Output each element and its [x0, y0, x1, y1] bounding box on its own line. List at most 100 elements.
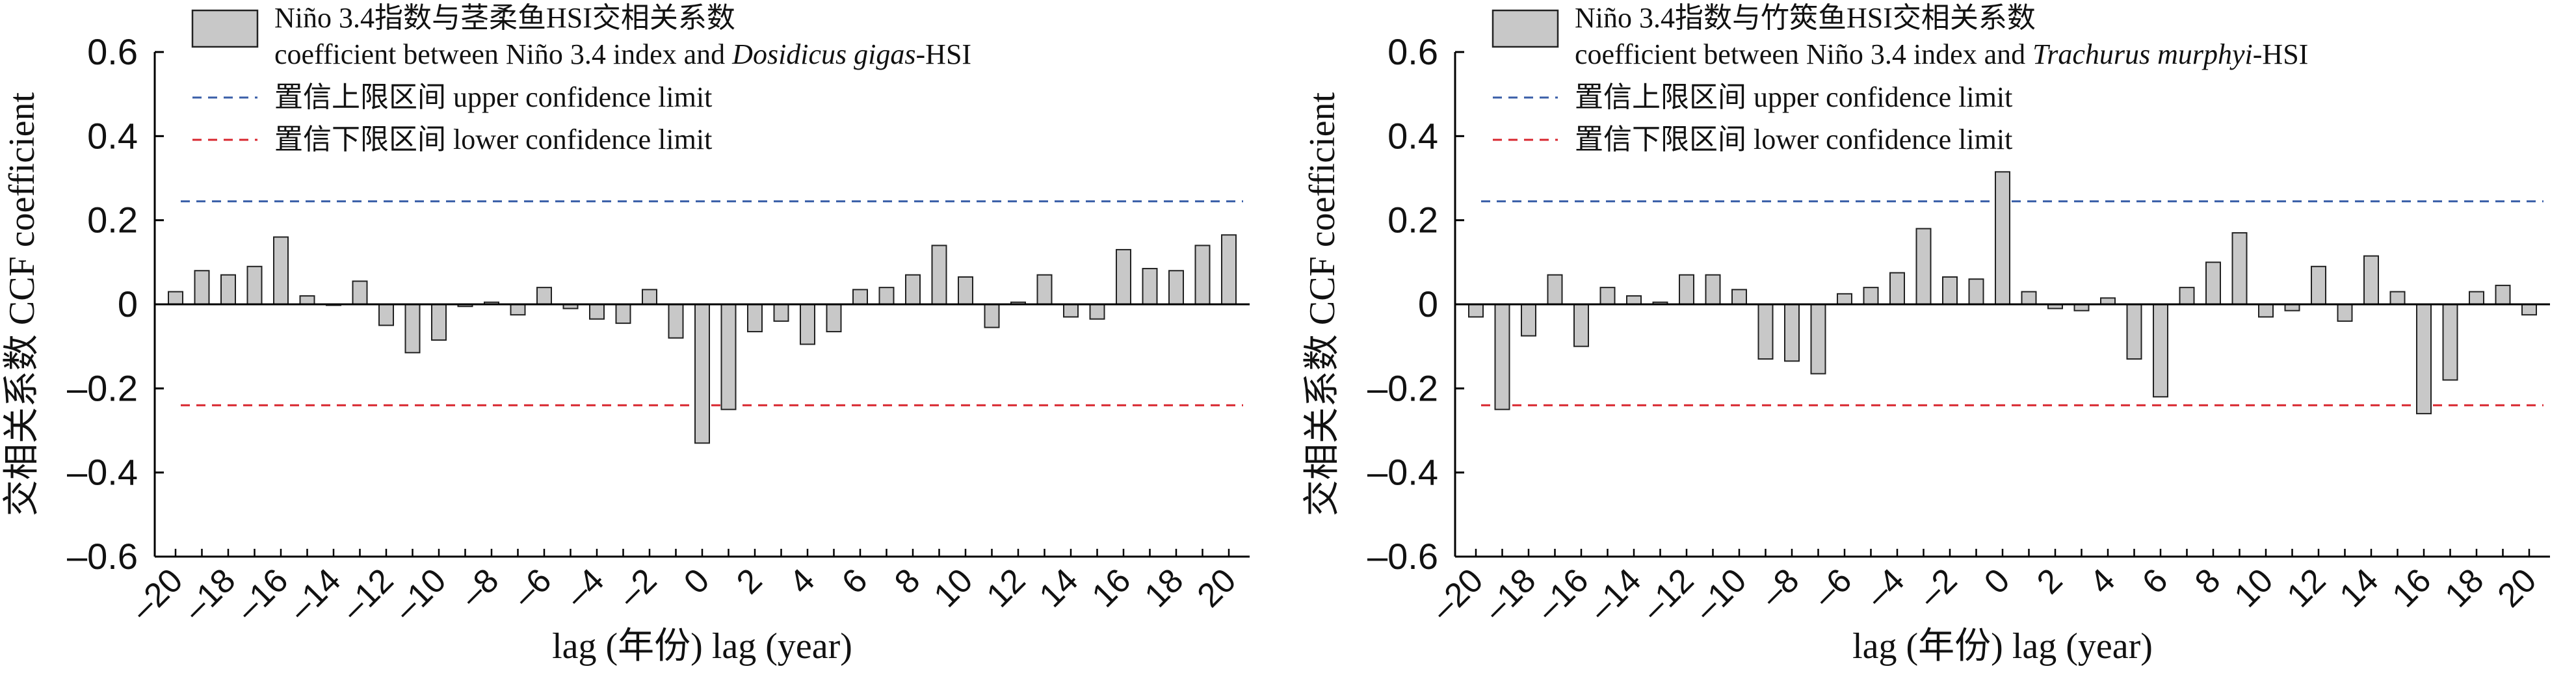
x-tick-label: 14	[1032, 561, 1086, 614]
legend-bar-label-line2-text: coefficient between Niño 3.4 index and	[274, 38, 732, 70]
x-tick-label: 18	[2438, 561, 2491, 614]
legend-bar-label-line2: coefficient between Niño 3.4 index and T…	[1575, 38, 2308, 70]
x-tick-label: 2	[2030, 561, 2070, 601]
chart-panel-2: 0.6 0.4 0.2 0 –0.2 –0.4 –0.6 –2 0 –18–16–14–12–10…	[1302, 2, 2550, 666]
x-tick-label: –18	[1477, 561, 1543, 627]
bar-lag-5	[2126, 304, 2142, 360]
bar-lag--12	[378, 304, 394, 326]
bar-lag-0	[1995, 171, 2010, 305]
x-axis-title: lag (年份) lag (year)	[552, 626, 852, 666]
x-tick-label: 8	[887, 561, 927, 601]
x-tick-label: 10	[2228, 561, 2281, 614]
bar-lag--11	[1705, 274, 1721, 306]
bar-lag--16	[1573, 304, 1589, 347]
x-tick-label: 0	[677, 561, 716, 601]
y-tick-label: 0	[1418, 284, 1438, 324]
y-tick-label: 0.6	[1387, 31, 1438, 72]
x-axis-title: lag (年份) lag (year)	[1852, 626, 2153, 666]
bar-lag--6	[536, 287, 552, 305]
bar-lag--17	[1547, 274, 1563, 306]
bar-lag--15	[299, 295, 315, 306]
bar-lag--3	[615, 304, 631, 324]
bar-lag--18	[1521, 304, 1536, 337]
y-axis-title: 交相关系数 CCF coefficient	[1302, 92, 1343, 516]
x-tick-label: –6	[1806, 561, 1860, 614]
bar-lag--15	[1599, 287, 1616, 305]
bar-lag-7	[2179, 287, 2195, 305]
legend-bar-swatch	[191, 9, 259, 48]
bar-lag--7	[510, 304, 526, 316]
y-tick-label: –0.2	[67, 367, 138, 408]
x-tick-label: –16	[229, 561, 295, 627]
x-tick-label: –6	[506, 561, 559, 614]
bar-lag-7	[878, 287, 895, 305]
bar-lag-12	[2311, 265, 2326, 305]
bar-lag-14	[1063, 304, 1079, 318]
x-tick-label: –2	[1912, 561, 1965, 614]
bar-lag-20	[1221, 234, 1237, 305]
bar-lag--14	[1626, 295, 1642, 306]
bar-lag-6	[2153, 304, 2168, 398]
y-tick-label: –0.2	[1367, 367, 1438, 408]
x-tick-label: 0	[1977, 561, 2017, 601]
bar-lag-15	[1089, 304, 1105, 320]
bar-lag-2	[747, 304, 763, 333]
x-tick-label: –8	[1754, 561, 1807, 614]
x-tick-label: 10	[927, 561, 980, 614]
x-tick-label: 18	[1138, 561, 1191, 614]
bar-lag-13	[1036, 274, 1053, 306]
bar-lag--13	[352, 280, 368, 305]
bar-lag--19	[1494, 304, 1510, 410]
legend-lower-label: 置信下限区间 lower confidence limit	[274, 124, 712, 155]
x-tick-label: –10	[1687, 561, 1754, 627]
bar-lag-8	[905, 274, 921, 306]
bar-lag--1	[1968, 278, 1984, 306]
legend-upper-label: 置信上限区间 upper confidence limit	[1575, 81, 2012, 113]
bar-lag-1	[720, 304, 737, 410]
bar-lag--2	[642, 289, 657, 306]
x-tick-label: –16	[1529, 561, 1596, 627]
bar-lag-14	[2363, 255, 2379, 305]
y-tick-label: 0.6	[87, 31, 138, 72]
bar-lag-10	[2258, 304, 2274, 318]
bar-lag-18	[1168, 270, 1184, 305]
bar-lag-19	[2495, 284, 2511, 305]
bar-lag--5	[1863, 287, 1879, 305]
x-tick-label: –2	[611, 561, 664, 614]
x-tick-label: 12	[980, 561, 1033, 614]
y-tick-label: 0.2	[87, 200, 138, 241]
bar-lag-4	[800, 304, 815, 345]
x-tick-label: 12	[2280, 561, 2333, 614]
y-tick-label: 0	[118, 284, 138, 324]
x-tick-label: –12	[1635, 561, 1701, 627]
bar-lag--8	[1784, 304, 1800, 362]
x-tick-label: –12	[334, 561, 401, 627]
bar-lag-17	[1142, 268, 1158, 305]
y-tick-label: –0.4	[67, 452, 138, 493]
bar-lag--1	[668, 304, 684, 339]
bar-lag-13	[2337, 304, 2353, 322]
bar-lag--20	[168, 291, 183, 306]
bar-lag--10	[1731, 289, 1747, 306]
bar-lag-6	[852, 289, 868, 306]
bar-lag-8	[2205, 261, 2221, 306]
bar-lag--3	[1915, 228, 1932, 306]
y-tick-label: 0.4	[87, 115, 138, 156]
y-tick-label: 0.2	[1387, 200, 1438, 241]
x-tick-label: –4	[1859, 561, 1912, 614]
bar-lag-3	[773, 304, 789, 322]
y-tick-label: –0.4	[1367, 452, 1438, 493]
bar-lag--11	[404, 304, 421, 354]
bar-lag-0	[694, 304, 710, 444]
legend-bar-label-line1: Niño 3.4指数与茎柔鱼HSI交相关系数	[274, 2, 735, 34]
x-tick-label: 20	[1190, 561, 1244, 614]
bar-lag--6	[1837, 293, 1852, 306]
bar-lag-10	[958, 276, 973, 306]
x-tick-label: 4	[782, 561, 822, 601]
legend-lower-label: 置信下限区间 lower confidence limit	[1575, 124, 2012, 155]
x-tick-label: –10	[387, 561, 453, 627]
bar-lag--9	[1757, 304, 1774, 360]
y-tick-label: 0.4	[1387, 115, 1438, 156]
